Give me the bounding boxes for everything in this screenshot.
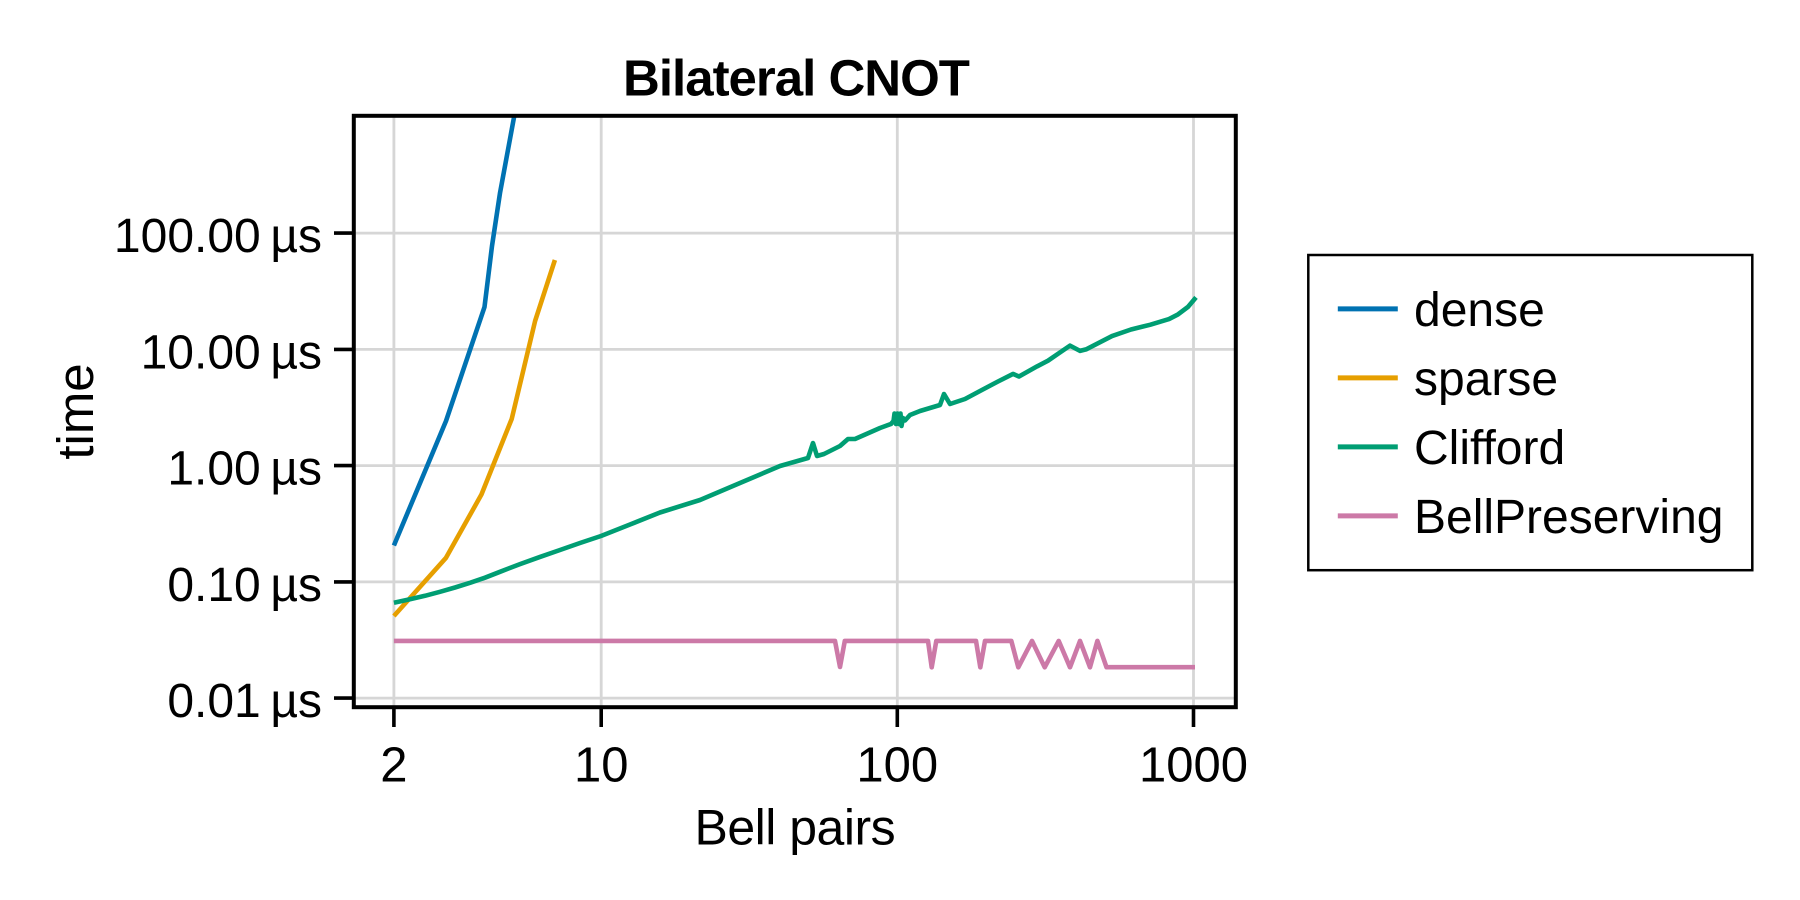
svg-text:100: 100 bbox=[856, 739, 938, 793]
svg-text:Bilateral CNOT: Bilateral CNOT bbox=[623, 49, 970, 106]
svg-text:0.10 µs: 0.10 µs bbox=[167, 559, 322, 612]
svg-text:1000: 1000 bbox=[1139, 739, 1248, 793]
svg-text:2: 2 bbox=[380, 739, 407, 793]
svg-text:time: time bbox=[47, 363, 104, 459]
svg-text:BellPreserving: BellPreserving bbox=[1414, 491, 1723, 544]
svg-text:1.00 µs: 1.00 µs bbox=[167, 443, 322, 496]
svg-text:dense: dense bbox=[1414, 284, 1545, 337]
svg-text:sparse: sparse bbox=[1414, 353, 1558, 406]
svg-text:0.01 µs: 0.01 µs bbox=[167, 675, 322, 728]
svg-text:100.00 µs: 100.00 µs bbox=[114, 210, 322, 263]
svg-text:10.00 µs: 10.00 µs bbox=[141, 326, 322, 379]
svg-text:Clifford: Clifford bbox=[1414, 422, 1565, 475]
svg-text:Bell pairs: Bell pairs bbox=[694, 799, 895, 855]
svg-text:10: 10 bbox=[574, 739, 629, 793]
